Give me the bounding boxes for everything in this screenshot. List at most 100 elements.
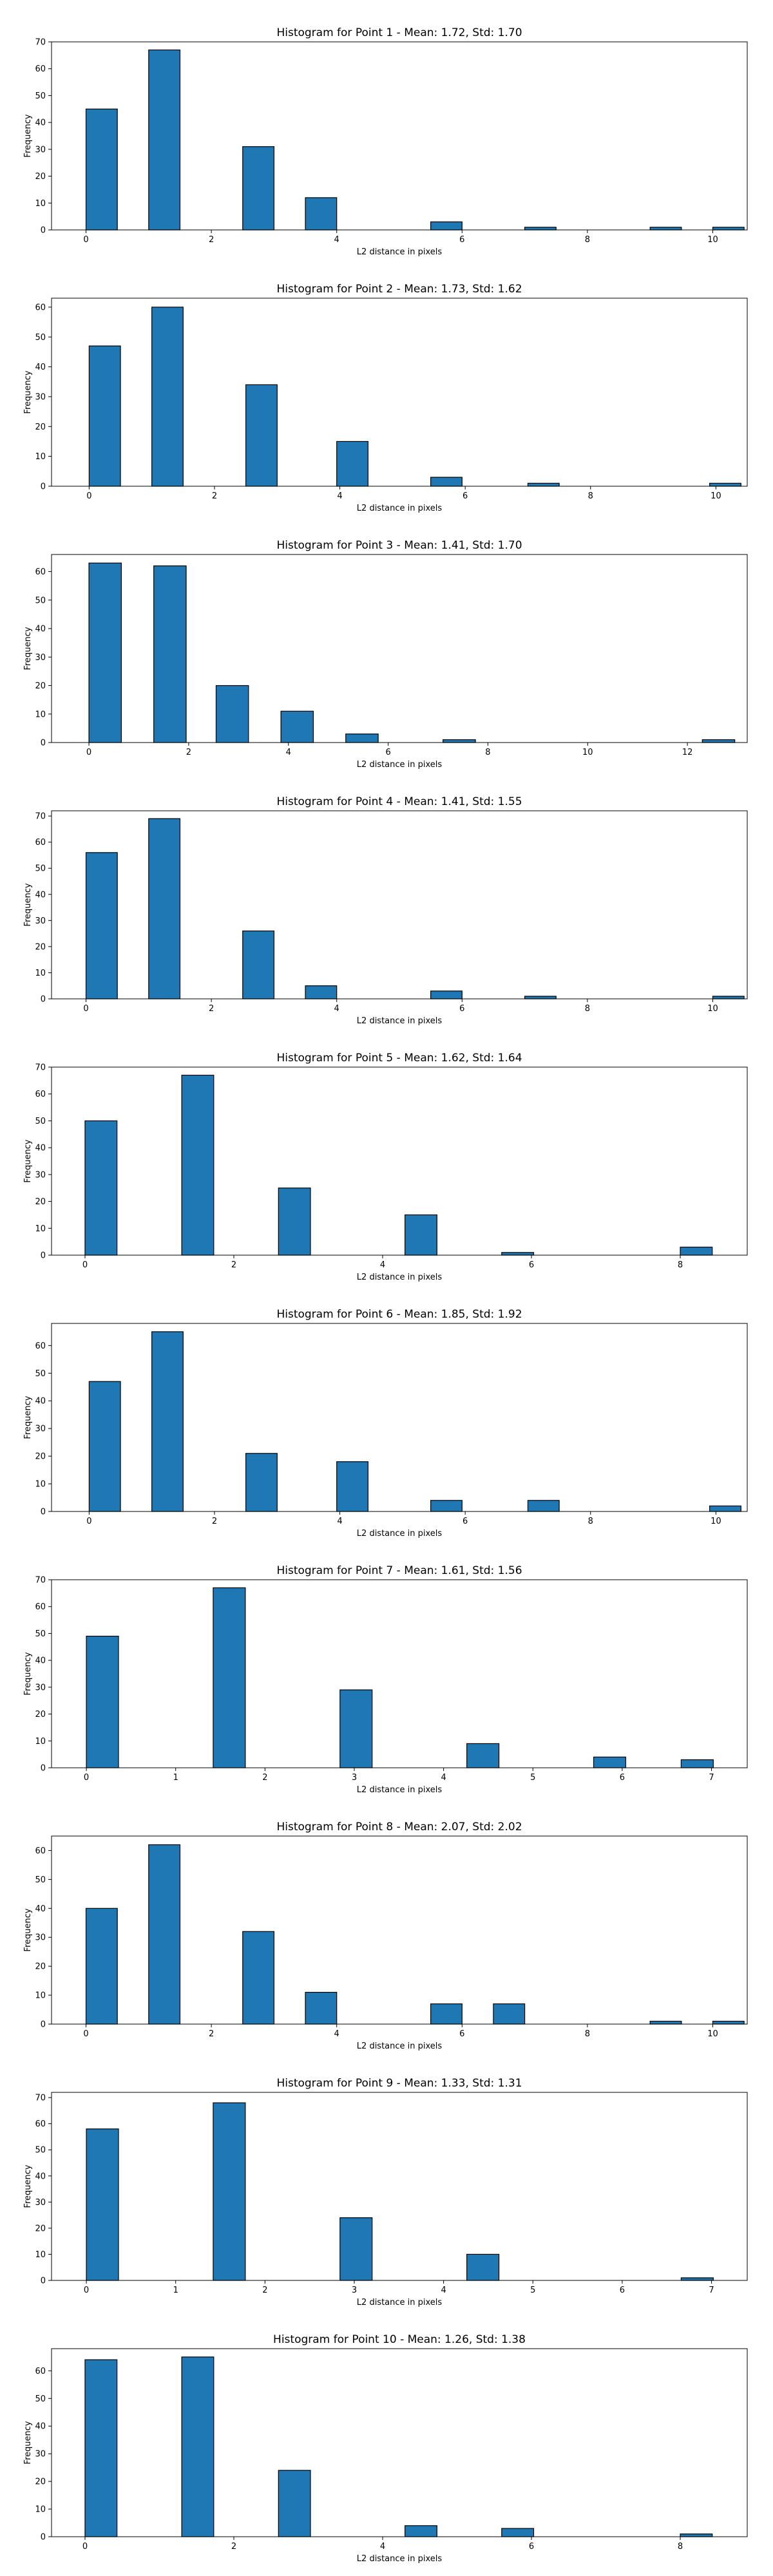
chart-2-bar-7	[709, 482, 741, 487]
chart-3-ylabel: Frequency	[23, 627, 33, 670]
chart-8-ytick-label-0: 0	[41, 2020, 46, 2030]
chart-7-bar-5	[593, 1756, 627, 1768]
chart-9-ytick-label-40: 40	[35, 2172, 46, 2181]
chart-6-ytick-label-20: 20	[35, 1452, 46, 1462]
chart-7-xtick-label-6: 6	[620, 1773, 625, 1783]
chart-3-bar-4	[280, 710, 314, 743]
chart-9-ytick-label-10: 10	[35, 2250, 46, 2260]
chart-2-bar-6	[527, 482, 560, 487]
chart-4-ytick-label-40: 40	[35, 890, 46, 900]
chart-7-bar-1	[86, 1636, 119, 1768]
chart-4-ytick-label-70: 70	[35, 812, 46, 822]
chart-1-xtick-label-4: 4	[334, 235, 339, 245]
chart-6-ytick-label-40: 40	[35, 1397, 46, 1406]
chart-7-ytick-label-0: 0	[41, 1764, 46, 1774]
chart-7-bar-6	[680, 1759, 714, 1768]
chart-4-xtick-label-0: 0	[83, 1004, 88, 1014]
chart-3-ytick-label-0: 0	[41, 739, 46, 748]
chart-5-ytick-label-30: 30	[35, 1170, 46, 1180]
chart-1-title: Histogram for Point 1 - Mean: 1.72, Std:…	[276, 26, 522, 39]
chart-7-title: Histogram for Point 7 - Mean: 1.61, Std:…	[276, 1564, 522, 1577]
chart-2-ytick-label-60: 60	[35, 303, 46, 312]
chart-7-bar-2	[213, 1587, 246, 1768]
chart-8-bar-3	[242, 1931, 275, 2025]
chart-4-bar-2	[148, 818, 181, 999]
chart-8-xtick-label-0: 0	[83, 2029, 88, 2039]
chart-1-bar-6	[524, 227, 557, 231]
chart-10-ytick-label-60: 60	[35, 2367, 46, 2376]
chart-8-xtick-label-8: 8	[585, 2029, 590, 2039]
chart-5-xtick-label-6: 6	[529, 1260, 534, 1270]
chart-5: Histogram for Point 5 - Mean: 1.62, Std:…	[23, 1052, 748, 1282]
chart-9-ylabel: Frequency	[23, 2164, 33, 2208]
chart-8-bar-1	[85, 1908, 118, 2025]
chart-5-bar-2	[181, 1074, 215, 1256]
chart-9-bar-1	[86, 2128, 119, 2281]
chart-10-xtick-label-2: 2	[231, 2542, 236, 2552]
chart-10-ytick-label-40: 40	[35, 2422, 46, 2432]
chart-9-bar-4	[466, 2253, 500, 2281]
chart-5-ylabel: Frequency	[23, 1139, 33, 1182]
chart-7-ytick-label-20: 20	[35, 1710, 46, 1719]
chart-10-xtick-label-0: 0	[82, 2542, 88, 2552]
chart-4-xtick-label-10: 10	[707, 1004, 718, 1014]
chart-5-ytick-label-10: 10	[35, 1224, 46, 1234]
chart-9-ytick-label-20: 20	[35, 2224, 46, 2233]
chart-8-bar-4	[305, 1991, 338, 2025]
chart-10: Histogram for Point 10 - Mean: 1.26, Std…	[23, 2333, 748, 2564]
chart-5-xlabel: L2 distance in pixels	[357, 1273, 443, 1282]
chart-5-xtick-label-4: 4	[380, 1260, 385, 1270]
chart-3-xtick-label-12: 12	[682, 748, 693, 757]
chart-1-bar-1	[85, 108, 118, 231]
chart-4-ytick-label-50: 50	[35, 864, 46, 874]
chart-6-axes-frame	[51, 1323, 748, 1512]
chart-3-ytick-label-20: 20	[35, 681, 46, 691]
chart-4-bar-6	[524, 996, 557, 999]
chart-3-xtick-label-10: 10	[582, 748, 593, 757]
chart-7-xtick-label-1: 1	[173, 1773, 178, 1783]
chart-8-xtick-label-2: 2	[209, 2029, 214, 2039]
chart-2-bar-4	[336, 440, 368, 487]
chart-8-ylabel: Frequency	[23, 1908, 33, 1951]
chart-7-xlabel: L2 distance in pixels	[357, 1785, 443, 1795]
chart-9: Histogram for Point 9 - Mean: 1.33, Std:…	[23, 2077, 748, 2307]
chart-4-ytick-label-10: 10	[35, 969, 46, 978]
chart-9-xtick-label-5: 5	[530, 2286, 535, 2295]
chart-3-xtick-label-0: 0	[86, 748, 91, 757]
chart-6: Histogram for Point 6 - Mean: 1.85, Std:…	[23, 1308, 748, 1539]
chart-9-xtick-label-0: 0	[84, 2286, 89, 2295]
chart-10-bar-1	[84, 2359, 118, 2537]
chart-3-title: Histogram for Point 3 - Mean: 1.41, Std:…	[276, 539, 522, 552]
chart-6-xtick-label-8: 8	[588, 1517, 593, 1526]
chart-5-xtick-label-8: 8	[678, 1260, 683, 1270]
chart-10-title: Histogram for Point 10 - Mean: 1.26, Std…	[273, 2333, 526, 2346]
chart-3-ytick-label-40: 40	[35, 625, 46, 634]
chart-2-xtick-label-0: 0	[86, 491, 91, 501]
chart-4-ytick-label-20: 20	[35, 942, 46, 952]
chart-4-bar-1	[85, 852, 118, 999]
chart-1-ytick-label-30: 30	[35, 145, 46, 155]
chart-5-bar-4	[405, 1214, 437, 1256]
chart-1-bar-7	[649, 227, 682, 231]
chart-2-bar-2	[151, 307, 184, 487]
chart-3-bar-7	[701, 739, 736, 743]
chart-9-xtick-label-1: 1	[173, 2286, 178, 2295]
chart-9-axes-frame	[51, 2092, 748, 2281]
chart-3-bar-6	[443, 739, 476, 743]
chart-2-bar-5	[430, 477, 463, 487]
chart-2-ytick-label-40: 40	[35, 363, 46, 372]
chart-1-bar-5	[430, 221, 463, 231]
chart-9-xtick-label-7: 7	[709, 2286, 714, 2295]
chart-7-xtick-label-4: 4	[441, 1773, 446, 1783]
chart-7-ytick-label-10: 10	[35, 1737, 46, 1747]
chart-1-bar-8	[712, 227, 745, 231]
chart-4-bar-5	[430, 990, 463, 999]
chart-6-xtick-label-10: 10	[711, 1517, 721, 1526]
chart-8-ytick-label-30: 30	[35, 1933, 46, 1943]
chart-5-ytick-label-60: 60	[35, 1090, 46, 1099]
chart-3-ytick-label-60: 60	[35, 567, 46, 577]
chart-10-ytick-label-0: 0	[41, 2533, 46, 2543]
chart-6-ytick-label-10: 10	[35, 1480, 46, 1490]
chart-1-ytick-label-40: 40	[35, 118, 46, 128]
